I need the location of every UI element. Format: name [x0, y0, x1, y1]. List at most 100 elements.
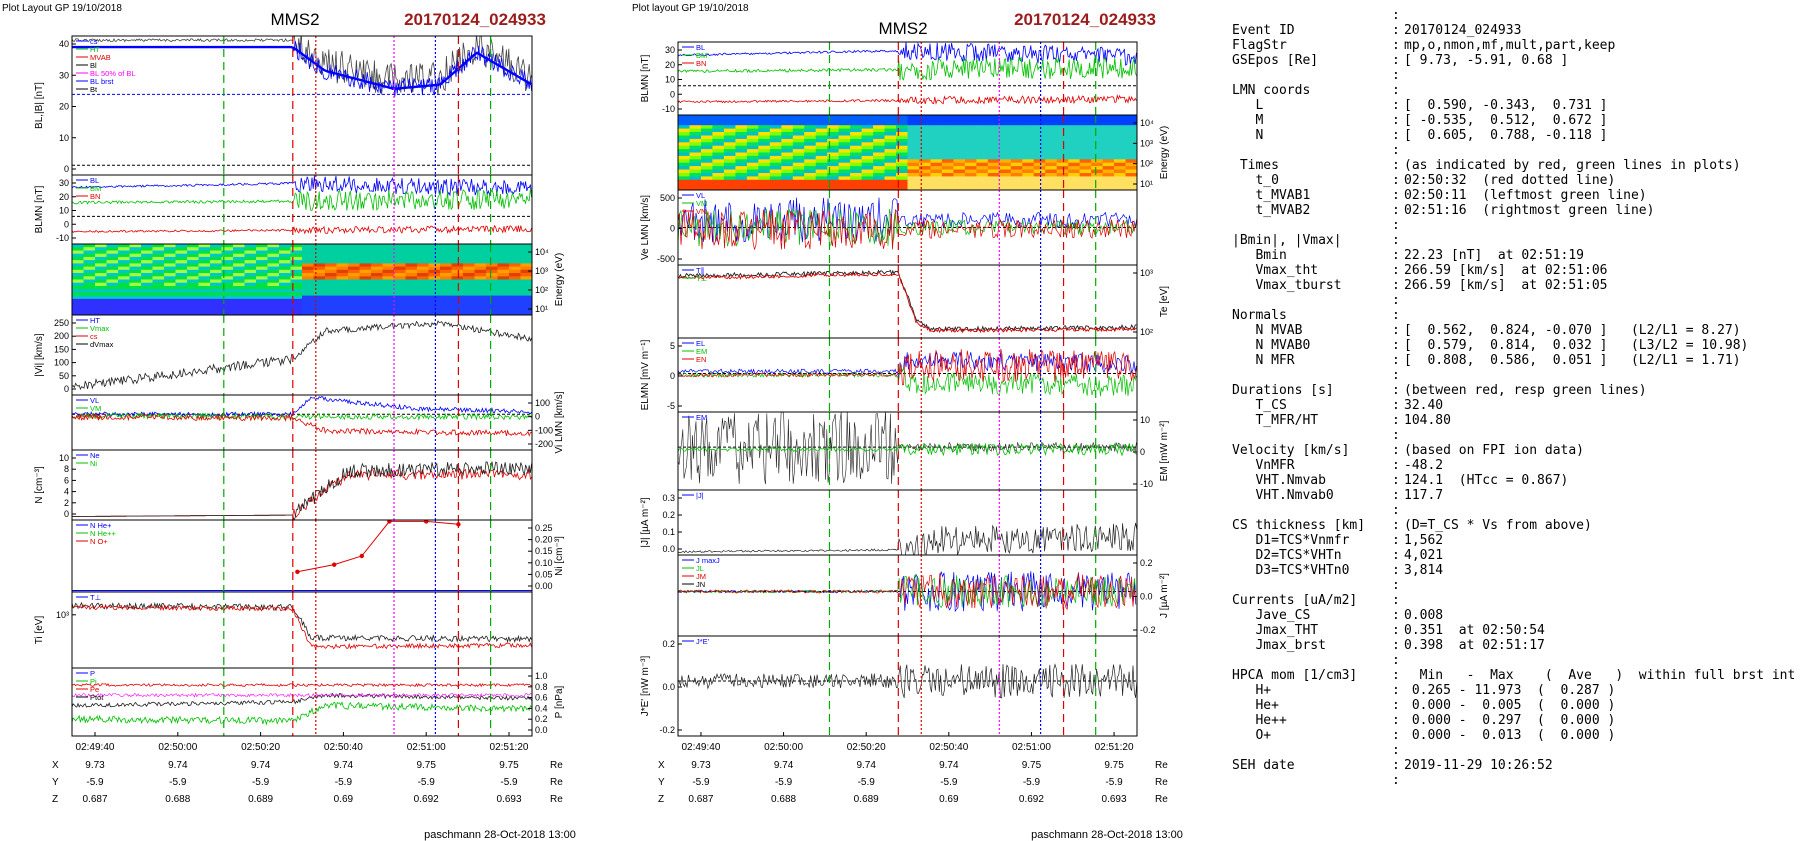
- spectrogram-cell: [804, 121, 817, 126]
- mid-legend-label: BL: [696, 43, 705, 52]
- spectrogram-cell: [428, 266, 441, 271]
- spectrogram-cell: [394, 263, 407, 268]
- spectrogram-cell: [1068, 128, 1081, 133]
- spectrogram-cell: [118, 308, 131, 313]
- left-pos-value: 0.689: [248, 794, 273, 805]
- mid-panel-body-8: [678, 636, 1137, 736]
- info-value: 266.59 [km/s] at 02:51:05: [1404, 278, 1608, 293]
- spectrogram-cell: [244, 305, 257, 310]
- spectrogram-cell: [382, 295, 395, 300]
- spectrogram-cell: [520, 253, 532, 258]
- spectrogram-cell: [758, 176, 771, 181]
- spectrogram-cell: [758, 128, 771, 133]
- spectrogram-cell: [1045, 162, 1058, 167]
- spectrogram-cell: [451, 308, 464, 313]
- spectrogram-cell: [164, 244, 177, 248]
- info-colon: :: [1392, 413, 1400, 428]
- spectrogram-cell: [919, 135, 932, 140]
- spectrogram-cell: [440, 256, 453, 261]
- spectrogram-cell: [394, 292, 407, 297]
- spectrogram-cell: [198, 311, 211, 315]
- spectrogram-cell: [815, 125, 828, 130]
- spectrogram-cell: [152, 286, 165, 290]
- spectrogram-cell: [896, 186, 909, 190]
- info-colon: :: [1392, 143, 1400, 158]
- spectrogram-cell: [256, 269, 269, 274]
- spectrogram-cell: [964, 115, 977, 119]
- spectrogram-cell: [302, 282, 315, 287]
- spectrogram-cell: [976, 183, 989, 188]
- spectrogram-cell: [884, 186, 897, 190]
- spectrogram-cell: [953, 176, 966, 181]
- spectrogram-cell: [1056, 176, 1069, 181]
- spectrogram-cell: [509, 308, 522, 313]
- middle-figure: Plot layout GP 19/10/2018 MMS2 20170124_…: [632, 3, 1183, 841]
- spectrogram-cell: [394, 308, 407, 313]
- spectrogram-cell: [175, 279, 188, 284]
- spectrogram-cell: [486, 256, 499, 261]
- vl-line: [72, 396, 532, 418]
- spectrogram-cell: [72, 273, 85, 277]
- spectrogram-cell: [678, 135, 691, 140]
- spectrogram-cell: [129, 253, 142, 258]
- info-label: CS thickness [km]: [1232, 518, 1366, 533]
- left-ytick-label: 40: [59, 39, 69, 49]
- spectrogram-cell: [930, 155, 943, 160]
- spectrogram-cell: [129, 308, 142, 313]
- spectrogram-cell: [210, 256, 223, 261]
- spectrogram-cell: [1102, 186, 1115, 190]
- spectrogram-cell: [267, 263, 280, 268]
- spectrogram-cell: [405, 295, 418, 300]
- spectrogram-cell: [1114, 138, 1127, 143]
- spectrogram-cell: [509, 295, 522, 300]
- spectrogram-cell: [118, 292, 131, 297]
- spectrogram-cell: [976, 152, 989, 157]
- info-colon: :: [1392, 338, 1400, 353]
- spectrogram-cell: [141, 260, 154, 264]
- info-colon: :: [1392, 668, 1400, 683]
- spectrogram-cell: [302, 269, 315, 274]
- mid-time-tick-label: 02:50:00: [764, 742, 803, 753]
- spectrogram-cell: [359, 308, 372, 313]
- spectrogram-cell: [336, 308, 349, 313]
- info-colon: :: [1392, 308, 1400, 323]
- spectrogram-cell: [141, 244, 154, 248]
- spectrogram-cell: [1033, 138, 1046, 143]
- left-legend-label: Ne: [90, 451, 100, 460]
- info-colon: :: [1392, 683, 1400, 698]
- spectrogram-cell: [964, 183, 977, 188]
- spectrogram-cell: [509, 298, 522, 303]
- info-colon: :: [1392, 128, 1400, 143]
- spectrogram-cell: [1102, 142, 1115, 147]
- spectrogram-cell: [850, 115, 863, 119]
- he-plus-plus-line: [297, 520, 459, 573]
- spectrogram-cell: [336, 305, 349, 310]
- spectrogram-cell: [701, 179, 714, 184]
- spectrogram-cell: [976, 176, 989, 181]
- mid-panel-body-4: [678, 338, 1137, 412]
- spectrogram-cell: [405, 289, 418, 293]
- left-panel-frame-3: [71, 314, 533, 396]
- info-value: 0.398 at 02:51:17: [1404, 638, 1545, 653]
- mid-time-tick-label: 02:50:20: [847, 742, 886, 753]
- spectrogram-cell: [1091, 125, 1104, 130]
- mid-pos-value: 9.73: [691, 760, 711, 771]
- spectrogram-cell: [941, 155, 954, 160]
- info-label: t_MVAB1: [1232, 188, 1311, 203]
- spectrogram-cell: [689, 135, 702, 140]
- spectrogram-cell: [371, 279, 384, 284]
- spectrogram-cell: [451, 253, 464, 258]
- left-legend-label: VL: [90, 396, 99, 405]
- spectrogram-cell: [999, 125, 1012, 130]
- mid-pos-value: 9.74: [774, 760, 794, 771]
- spectrogram-cell: [941, 173, 954, 177]
- spectrogram-cell: [486, 282, 499, 287]
- info-colon: :: [1392, 203, 1400, 218]
- spectrogram-cell: [141, 305, 154, 310]
- spectrogram-cell: [1079, 173, 1092, 177]
- info-label: |Bmin|, |Vmax|: [1232, 233, 1342, 248]
- left-legend-label: BM: [90, 184, 101, 193]
- mid-ytick-label: 0.0: [662, 682, 675, 692]
- spectrogram-cell: [325, 279, 338, 284]
- spectrogram-cell: [451, 276, 464, 281]
